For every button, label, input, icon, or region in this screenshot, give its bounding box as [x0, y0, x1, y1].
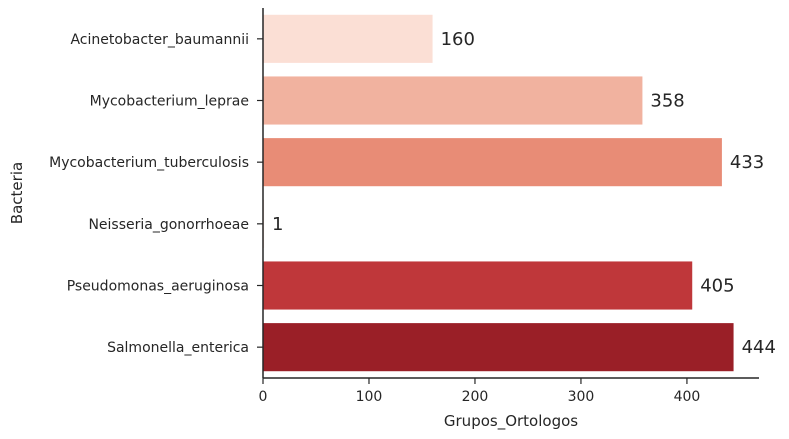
x-tick-label: 400 [674, 389, 701, 405]
bar [263, 76, 643, 125]
x-tick-label: 200 [462, 389, 489, 405]
bar-value-labels: 160 358 433 1 405 444 [272, 29, 776, 358]
bar-value-label: 405 [700, 276, 734, 297]
y-tick-label: Neisseria_gonorrhoeae [88, 217, 249, 233]
bar-value-label: 433 [730, 152, 764, 173]
bars-group [263, 14, 734, 372]
bar [263, 138, 722, 187]
bar [263, 14, 433, 63]
y-tick-label: Acinetobacter_baumannii [70, 32, 249, 48]
bar-value-label: 444 [742, 337, 776, 358]
x-tick-label: 300 [568, 389, 595, 405]
bar [263, 261, 693, 310]
bar [263, 323, 734, 372]
y-tick-label: Salmonella_enterica [107, 340, 249, 356]
x-axis-title: Grupos_Ortologos [444, 412, 578, 431]
y-axis-ticks: Acinetobacter_baumannii Mycobacterium_lep… [49, 32, 263, 356]
y-tick-label: Pseudomonas_aeruginosa [67, 279, 249, 295]
y-tick-label: Mycobacterium_tuberculosis [49, 155, 249, 171]
bar-value-label: 160 [441, 29, 475, 50]
x-tick-label: 0 [259, 389, 268, 405]
y-tick-label: Mycobacterium_leprae [90, 94, 249, 110]
bar-value-label: 358 [650, 91, 684, 112]
y-axis-title: Bacteria [8, 162, 26, 224]
x-tick-label: 100 [356, 389, 383, 405]
bar-value-label: 1 [272, 214, 283, 235]
x-axis-ticks: 0 100 200 300 400 [259, 378, 701, 405]
